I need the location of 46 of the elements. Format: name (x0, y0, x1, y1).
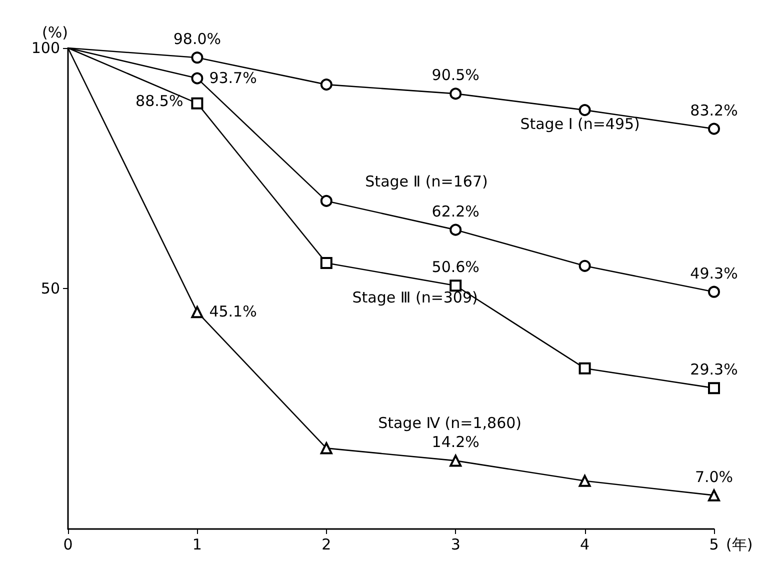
point (191, 97, 204, 110)
point (450, 280, 462, 292)
data-label: 14.2% (432, 433, 480, 452)
point (578, 260, 591, 272)
x-tick-label: 0 (63, 536, 73, 554)
point (320, 442, 332, 454)
data-label: 49.3% (690, 264, 738, 282)
data-label: 62.2% (432, 202, 480, 220)
data-label: 45.1% (209, 302, 257, 321)
data-label: 29.3% (690, 360, 738, 379)
series-label: Stage Ⅰ (n=495) (520, 114, 640, 133)
data-label: 83.2% (690, 101, 738, 120)
x-axis-title: (年) (726, 536, 753, 554)
x-tick-label: 4 (580, 536, 590, 554)
series-label: Stage Ⅳ (n=1,860) (378, 414, 522, 432)
point (450, 224, 462, 236)
data-label: 93.7% (209, 68, 257, 87)
point (450, 88, 462, 100)
data-label: 98.0% (173, 30, 222, 48)
x-tick-label: 5 (709, 536, 719, 554)
series-label: Stage Ⅲ (n=309) (352, 288, 478, 307)
point (320, 194, 332, 207)
point (578, 362, 591, 374)
y-tick-label: 100 (31, 39, 60, 57)
data-label: 90.5% (432, 66, 480, 84)
data-label: 50.6% (432, 258, 480, 276)
point (708, 382, 720, 394)
point (191, 72, 204, 84)
point (578, 474, 591, 487)
point (320, 257, 332, 270)
point (320, 78, 332, 91)
point (450, 454, 462, 467)
point (708, 286, 720, 298)
y-tick-label: 50 (40, 280, 60, 298)
point (578, 104, 591, 116)
point (708, 122, 720, 135)
x-tick-label: 3 (450, 536, 460, 554)
point (191, 52, 204, 64)
x-tick-label: 1 (192, 536, 202, 554)
series-label: Stage Ⅱ (n=167) (365, 172, 488, 191)
x-tick-label: 2 (322, 536, 332, 554)
point (708, 489, 720, 502)
point (191, 306, 204, 318)
y-axis-title: (%) (42, 24, 68, 42)
data-label: 7.0% (694, 468, 734, 486)
data-label: 88.5% (136, 92, 184, 110)
